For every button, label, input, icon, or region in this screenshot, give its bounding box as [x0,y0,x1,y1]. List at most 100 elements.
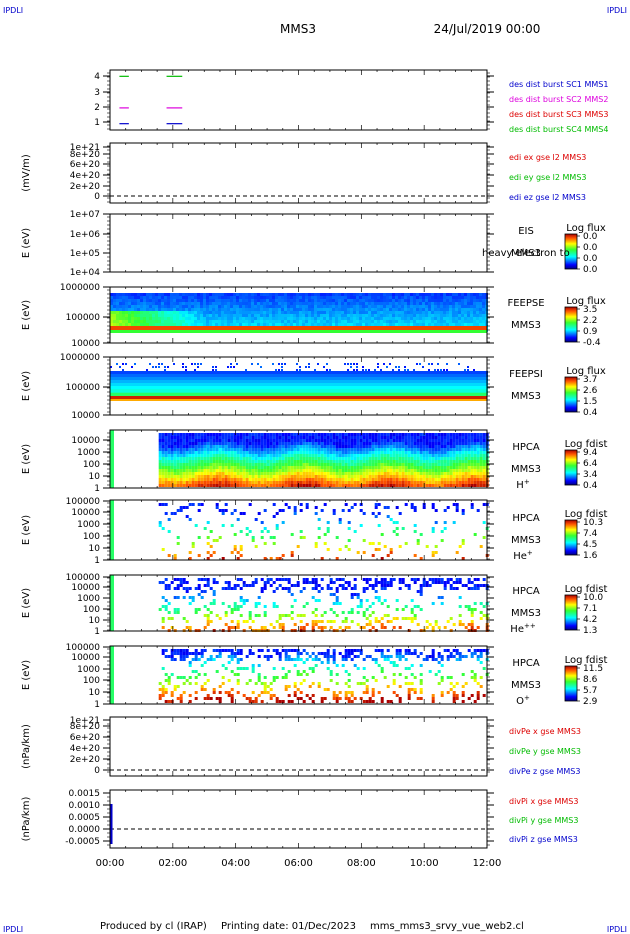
spectrogram-cell [317,478,321,481]
spectrogram-cell [257,439,261,442]
spectrogram-cell [467,293,470,296]
spectrogram-cell [260,481,264,484]
spectrogram-cell [464,323,467,326]
spectrogram-cell [254,320,257,323]
spectrogram-cell [434,484,438,487]
spectrogram-cell [446,374,449,377]
spectrogram-cell [302,484,306,487]
spectrogram-cell [140,311,143,314]
spectrogram-cell [167,439,171,442]
spectrogram-cell [158,371,161,374]
spectrogram-cell [155,305,158,308]
spectrogram-cell [299,463,303,466]
spectrogram-cell [305,380,308,383]
spectrogram-cell [452,448,456,451]
spectrogram-cell [380,308,383,311]
spectrogram-cell [323,386,326,389]
spectrogram-cell [461,377,464,380]
spectrogram-cell [413,374,416,377]
spectrogram-cell [383,439,387,442]
spectrogram-cell [449,472,453,475]
spectrogram-cell [329,369,331,371]
spectrogram-cell [425,323,428,326]
spectrogram-cell [353,481,357,484]
spectrogram-cell [374,472,378,475]
spectrogram-cell [434,478,438,481]
spectrogram-cell [290,299,293,302]
spectrogram-cell [473,383,476,386]
spectrogram-cell [335,481,339,484]
spectrogram-cell [437,466,441,469]
spectrogram-cell [329,383,332,386]
spectrogram-cell [269,469,273,472]
spectrogram-cell [464,299,467,302]
spectrogram-cell [425,311,428,314]
spectrogram-cell [479,311,482,314]
spectrogram-cell [452,293,455,296]
spectrogram-cell [344,460,348,463]
spectrogram-cell [386,433,390,436]
spectrogram-cell [236,371,239,374]
spectrogram-cell [260,320,263,323]
spectrogram-cell [368,311,371,314]
spectrogram-cell [152,296,155,299]
spectrogram-cell [458,314,461,317]
spectrogram-cell [380,320,383,323]
spectrogram-cell [176,451,180,454]
spectrogram-cell [311,469,315,472]
spectrogram-cell [326,369,328,371]
spectrogram-cell [422,463,426,466]
spectrogram-cell [479,386,482,389]
spectrogram-cell [395,472,399,475]
spectrogram-cell [416,448,420,451]
spectrogram-cell [287,463,291,466]
spectrogram-cell [320,460,324,463]
spectrogram-cell [254,389,257,392]
spectrogram-cell [206,484,210,487]
spectrogram-cell [416,317,419,320]
spectrogram-cell [368,433,372,436]
spectrogram-cell [197,454,201,457]
spectrogram-cell [251,469,255,472]
spectrogram-cell [416,363,418,365]
spectrogram-cell [407,383,410,386]
spectrogram-cell [326,481,330,484]
spectrogram-cell [395,320,398,323]
spectrogram-cell [446,380,449,383]
spectrogram-cell [260,463,264,466]
spectrogram-cell [137,371,140,374]
spectrogram-cell [272,363,274,365]
spectrogram-cell [227,380,230,383]
spectrogram-cell [254,305,257,308]
spectrogram-cell [386,302,389,305]
spectrogram-cell [215,460,219,463]
spectrogram-cell [428,448,432,451]
spectrogram-cell [338,445,342,448]
spectrogram-cell [302,383,305,386]
spectrogram-cell [425,371,428,374]
spectrogram-cell [167,293,170,296]
spectrogram-cell [239,442,243,445]
spectrogram-cell [242,439,246,442]
spectrogram-cell [224,299,227,302]
spectrogram-cell [440,463,444,466]
spectrogram-cell [197,451,201,454]
spectrogram-cell [356,371,359,374]
spectrogram-cell [110,293,113,296]
spectrogram-cell [245,457,249,460]
spectrogram-cell [134,386,137,389]
spectrogram-cell [197,320,200,323]
spectrogram-cell [296,457,300,460]
spectrogram-cell [182,377,185,380]
spectrogram-cell [350,363,352,365]
spectrogram-cell [299,374,302,377]
spectrogram-cell [209,371,212,374]
spectrogram-cell [356,454,360,457]
spectrogram-cell [329,439,333,442]
spectrogram-cell [116,317,119,320]
spectrogram-cell [158,445,162,448]
spectrogram-cell [230,314,233,317]
spectrogram-cell [311,451,315,454]
spectrogram-cell [152,314,155,317]
spectrogram-cell [218,463,222,466]
